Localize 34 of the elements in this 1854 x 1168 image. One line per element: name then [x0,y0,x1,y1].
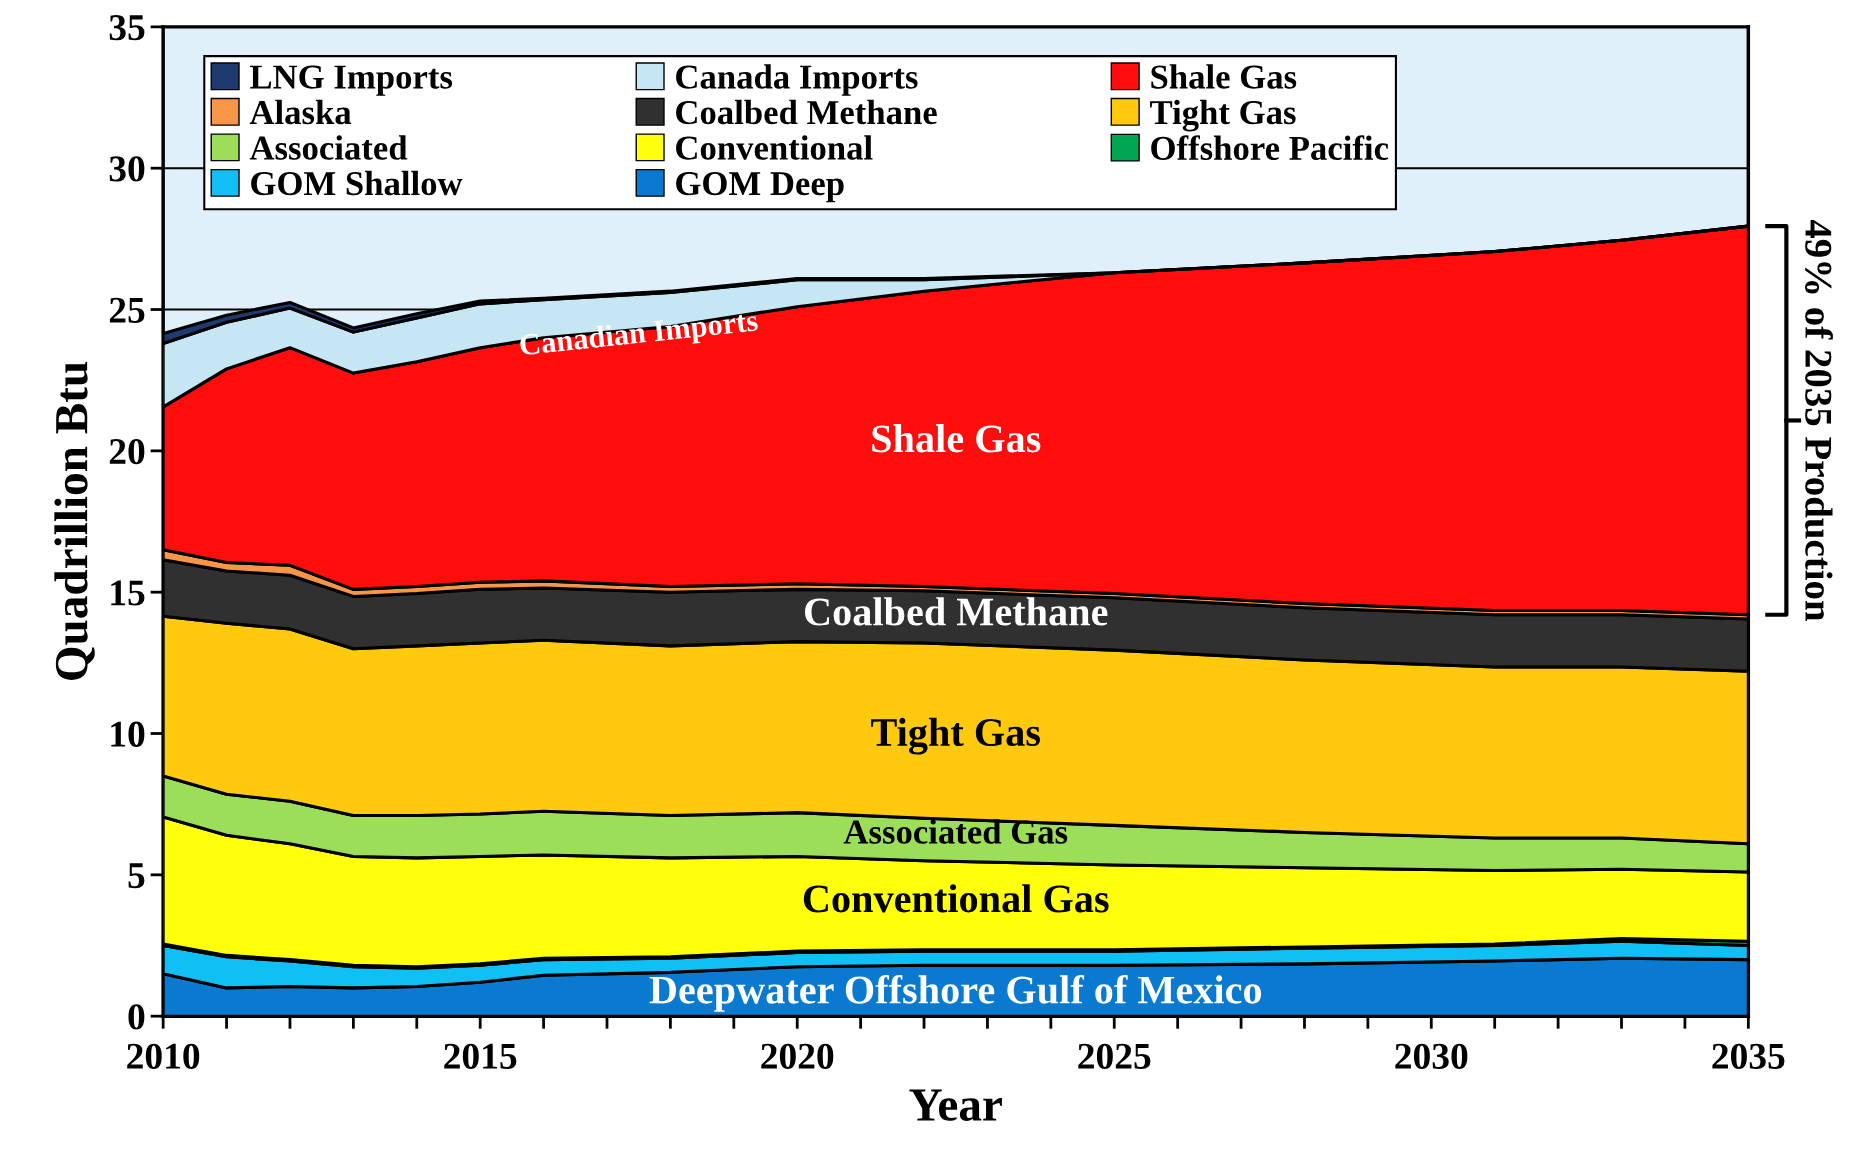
y-tick-label: 0 [128,1004,145,1030]
annotation: Deepwater Offshore Gulf of Mexico [649,974,1262,1012]
x-tick-label: 2015 [444,1043,517,1069]
annotation: 49% of 2035 Production [1805,219,1833,621]
y-tick-label: 20 [109,438,145,465]
legend-label: Tight Gas [1150,99,1296,132]
annotation: Coalbed Methane [804,597,1108,626]
legend-label: Offshore Pacific [1151,135,1389,161]
x-tick-label: 2030 [1395,1043,1468,1069]
y-tick-label: 30 [109,156,145,182]
legend-label: Coalbed Methane [676,99,937,125]
annotation: Shale Gas [872,424,1041,453]
annotation: Canadian Imports [519,309,759,362]
annotation: Conventional Gas [803,884,1109,913]
legend-label: LNG Imports [250,65,453,96]
x-tick-label: 2010 [127,1043,200,1069]
legend-label: Alaska [249,99,352,125]
x-axis-title: Year [909,1089,1002,1121]
legend-label: GOM Deep [676,171,844,203]
y-tick-label: 5 [128,863,145,889]
x-tick-label: 2025 [1078,1043,1151,1069]
legend-label: Conventional [676,135,873,160]
y-tick-label: 10 [111,721,145,747]
annotation: Tight Gas [871,717,1041,755]
y-axis-title: Quadrillion Btu [54,362,95,680]
y-tick-label: 25 [109,297,145,323]
legend-label: Associated [249,135,408,160]
x-tick-label: 2035 [1712,1043,1785,1069]
x-tick-label: 2020 [761,1043,834,1069]
y-tick-label: 15 [111,580,145,606]
legend-label: Canada Imports [676,64,918,96]
y-tick-label: 35 [109,15,145,41]
legend-label: GOM Shallow [251,170,463,196]
legend-label: Shale Gas [1151,64,1297,89]
